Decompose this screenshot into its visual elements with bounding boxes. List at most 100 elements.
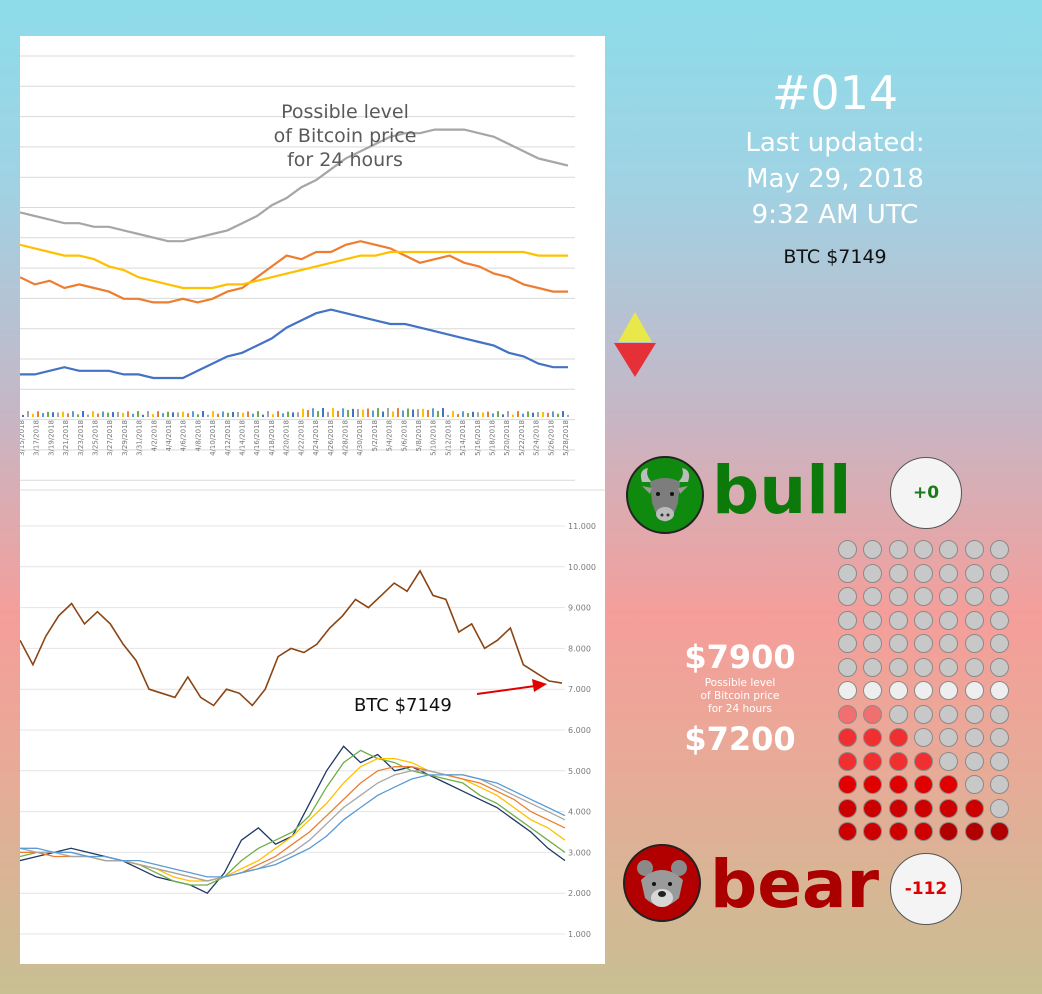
sentiment-dot [939,587,959,606]
sentiment-dot [964,728,984,747]
sentiment-dot [888,563,908,583]
sentiment-dot [838,587,857,606]
volume-bar [522,413,524,417]
top-series-line-1 [20,240,568,304]
issue-number: #014 [771,66,899,120]
volume-bar [437,410,439,417]
bull-score: +0 [890,457,962,529]
top-date-label: 4/6/2018 [180,420,188,451]
y-tick-label: 11.000 [568,522,596,531]
sentiment-dot [913,728,933,747]
top-date-label: 4/10/2018 [209,420,217,456]
volume-bar [152,414,154,417]
volume-bar [332,408,334,417]
volume-bar [257,411,259,417]
volume-bar [217,413,219,417]
sentiment-dot [863,563,883,583]
top-date-label: 5/4/2018 [386,420,394,451]
volume-bar [187,413,189,417]
moving-average-line-2 [20,757,566,882]
sentiment-dot [838,563,857,583]
sentiment-dot [863,798,883,818]
sentiment-dot [989,822,1009,841]
volume-bar [72,411,74,417]
volume-bar [102,411,104,417]
volume-bar [212,411,214,417]
top-date-label: 5/8/2018 [415,420,423,451]
volume-bar [407,408,409,417]
volume-bar [157,411,159,417]
sentiment-dot [913,704,933,724]
top-date-label: 5/26/2018 [547,420,555,456]
volume-bar [487,411,489,417]
sentiment-dot [838,822,857,841]
volume-bar [262,414,264,417]
volume-bar [392,411,394,417]
top-date-label: 5/2/2018 [371,420,379,451]
top-series-line-0 [20,128,569,243]
sentiment-dot-grid [838,540,1018,845]
volume-bar [162,413,164,417]
volume-bar [377,408,379,417]
volume-bar [537,412,539,417]
sentiment-dot [939,775,959,794]
volume-bar [247,411,249,417]
y-tick-label: 6.000 [568,726,591,735]
top-date-label: 4/8/2018 [194,420,202,451]
last-updated-date: May 29, 2018 [746,164,924,194]
volume-bar [52,412,54,417]
volume-bar [112,412,114,417]
sentiment-dot [989,798,1009,818]
volume-bar [422,408,424,417]
volume-bar [192,411,194,417]
sentiment-dot [913,775,933,794]
sentiment-dot [939,751,959,771]
volume-bar [142,414,144,417]
sentiment-dot [989,751,1009,771]
volume-bar [482,412,484,417]
sentiment-dot [964,563,984,583]
volume-bar [287,411,289,417]
top-chart-title-line-1: Possible level [281,101,409,123]
sentiment-dot [913,798,933,818]
bear-score: -112 [890,853,962,925]
volume-bar [302,408,304,417]
volume-bar [22,415,24,417]
prediction-caption-line-1: Possible level [704,677,776,689]
volume-bar [312,408,314,417]
volume-bar [177,412,179,417]
volume-bar [227,412,229,417]
volume-bar [452,411,454,417]
volume-bar [122,412,124,417]
sentiment-dot [989,681,1009,700]
sentiment-dot [964,775,984,794]
volume-bar [397,408,399,417]
sentiment-dot [888,540,908,559]
volume-bar [382,411,384,417]
sentiment-dot [964,587,984,606]
bull-label: bull [712,452,852,529]
sentiment-dot [888,657,908,677]
predicted-low-price: $7200 [684,720,796,758]
top-date-label: 3/29/2018 [121,420,129,456]
volume-bar [502,414,504,417]
volume-bar [562,411,564,417]
y-tick-label: 1.000 [568,930,591,939]
volume-bar [242,412,244,417]
sentiment-dot [913,540,933,559]
top-date-label: 5/22/2018 [518,420,526,456]
top-chart-title-line-3: for 24 hours [287,149,403,171]
top-date-label: 4/26/2018 [327,420,335,456]
y-tick-label: 4.000 [568,808,591,817]
sentiment-dot [888,634,908,653]
top-date-label: 5/12/2018 [444,420,452,456]
sentiment-dot [863,751,883,771]
moving-average-line-3 [20,766,566,882]
volume-bar [282,413,284,417]
top-date-label: 4/14/2018 [239,420,247,456]
sentiment-dot [939,681,959,700]
sentiment-dot [989,540,1009,559]
bull-icon [626,456,704,534]
volume-bar [547,412,549,417]
y-tick-label: 2.000 [568,889,591,898]
